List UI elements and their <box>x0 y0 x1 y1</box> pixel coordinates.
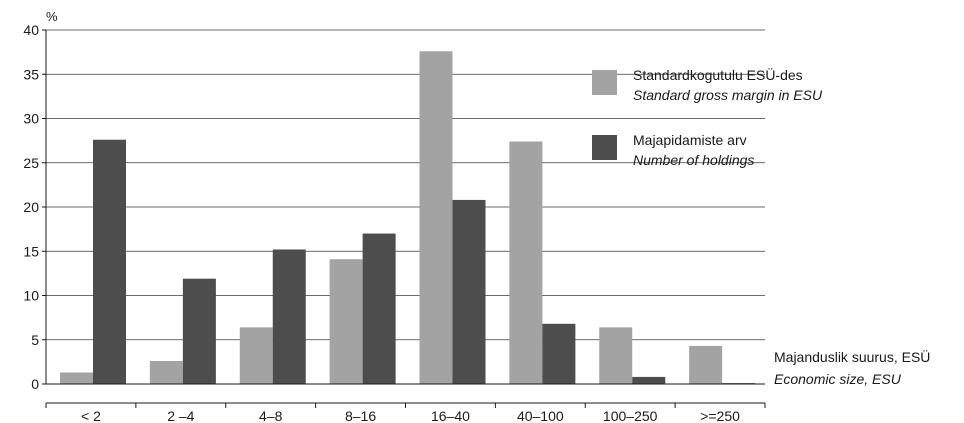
x-tick-labels: < 2 2 –4 4–8 8–16 16–40 40–100 100–250 >=250 <box>81 408 740 423</box>
legend-swatch-sgm <box>592 70 617 95</box>
y-tick-label: 25 <box>23 155 39 171</box>
bar-holdings <box>542 323 576 384</box>
x-axis-label: Majanduslik suurus, ESÜ <box>774 348 930 365</box>
legend-swatch-holdings <box>592 135 617 160</box>
bar-sgm <box>599 327 633 384</box>
bar-sgm <box>60 372 93 384</box>
gridlines <box>46 29 765 341</box>
bar-sgm <box>509 141 543 384</box>
bars <box>60 51 756 385</box>
bar-sgm <box>419 51 453 385</box>
bar-sgm <box>149 360 183 384</box>
y-tick-label: 20 <box>23 199 39 215</box>
legend-label-sgm-en: Standard gross margin in ESU <box>633 87 823 103</box>
x-tick-label: 16–40 <box>431 408 470 423</box>
y-tick-label: 10 <box>23 288 39 304</box>
y-tick-label: 40 <box>23 22 39 38</box>
legend-label-sgm: Standardkogutulu ESÜ-des <box>633 66 803 83</box>
y-tick-label: 35 <box>23 66 39 82</box>
legend: Standardkogutulu ESÜ-des Standard gross … <box>592 66 823 168</box>
y-tick-label: 30 <box>23 111 39 127</box>
x-axis-label-en: Economic size, ESU <box>774 371 902 387</box>
x-tick-label: >=250 <box>700 408 740 423</box>
y-tick-label: 5 <box>31 332 39 348</box>
bar-holdings <box>362 233 396 384</box>
axes <box>42 29 766 408</box>
y-axis-label: % <box>46 9 58 24</box>
x-tick-label: < 2 <box>81 408 101 423</box>
y-tick-label: 15 <box>23 243 39 259</box>
x-tick-label: 40–100 <box>517 408 564 423</box>
x-tick-label: 100–250 <box>603 408 658 423</box>
legend-label-holdings-en: Number of holdings <box>633 152 754 168</box>
x-tick-label: 4–8 <box>259 408 283 423</box>
bar-holdings <box>632 376 666 384</box>
y-tick-labels: 0 5 10 15 20 25 30 35 40 <box>23 22 39 392</box>
bar-sgm <box>329 259 363 384</box>
bar-holdings <box>272 249 306 384</box>
x-tick-label: 8–16 <box>345 408 376 423</box>
bar-sgm <box>689 345 723 384</box>
x-tick-label: 2 –4 <box>167 408 194 423</box>
bar-holdings <box>452 199 486 384</box>
y-tick-label: 0 <box>31 376 39 392</box>
legend-label-holdings: Majapidamiste arv <box>633 132 747 148</box>
bar-sgm <box>239 327 273 384</box>
bar-holdings <box>93 139 126 384</box>
bar-holdings <box>182 278 216 384</box>
